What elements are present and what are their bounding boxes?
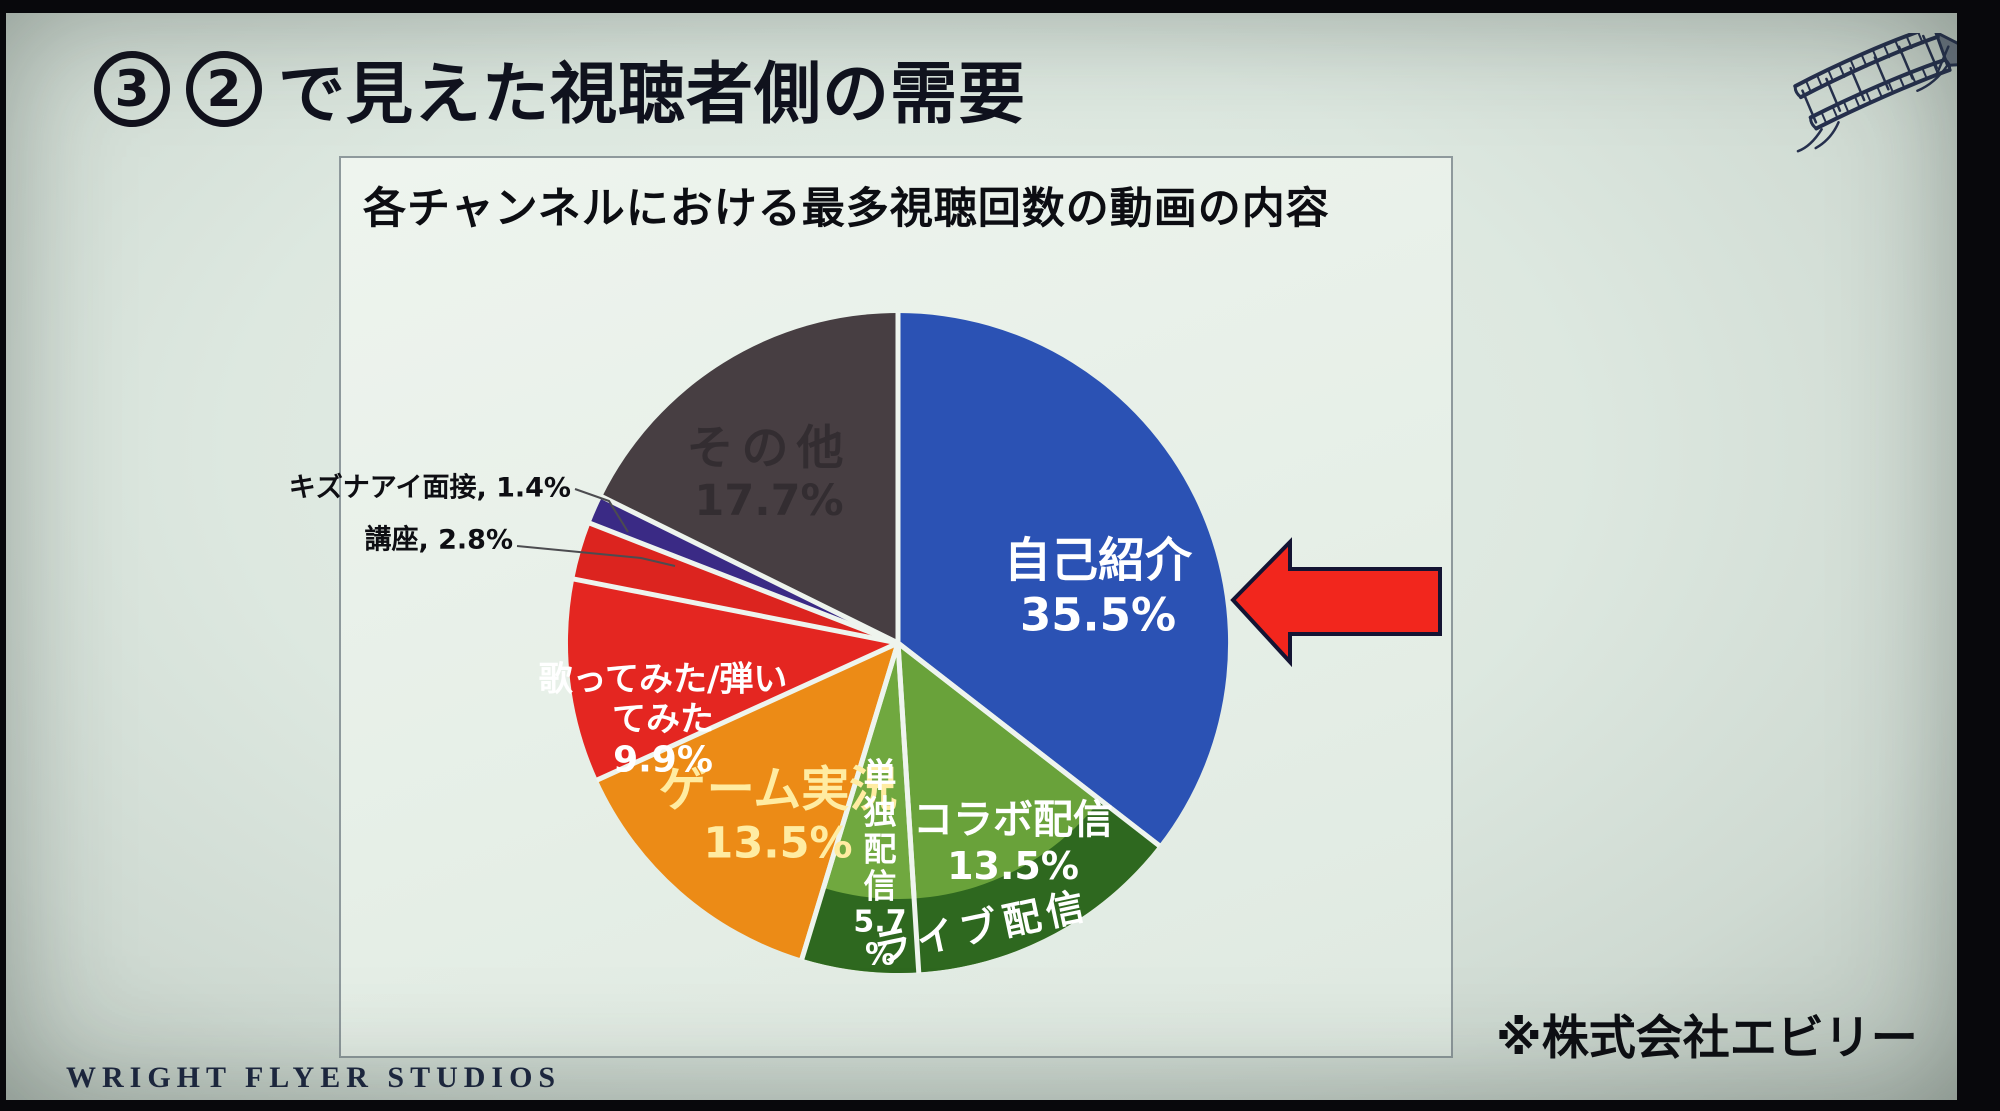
pie-label-line: 単: [863, 755, 897, 795]
circled-number-3-icon: 3: [94, 50, 170, 127]
pie-label-line: 信: [863, 866, 897, 906]
pie-label-line: 自己紹介: [1004, 533, 1192, 589]
photo-edge-left: [0, 0, 6, 1111]
pie-label-歌ってみた/弾いてみた: 歌ってみた/弾い てみた 9.9%: [539, 660, 788, 783]
pie-label-line: 13.5%: [947, 844, 1079, 889]
slide-title: 3 2 で見えた視聴者側の需要: [94, 40, 1026, 137]
photo-edge-bottom: [0, 1100, 2000, 1111]
pie-label-line: 35.5%: [1019, 589, 1177, 643]
callout-leader-line: [516, 545, 676, 567]
pie-label-line: てみた: [612, 699, 714, 740]
red-arrow-icon: [1230, 537, 1442, 668]
photo-edge-right: [1957, 0, 2000, 1111]
callout-label-講座: 講座, 2.8%: [364, 524, 513, 556]
pie-label-line: ゲーム実況: [658, 761, 898, 818]
pie-label-line: %: [864, 937, 896, 973]
pie-label-その他: その他 17.7%: [687, 421, 852, 527]
slice-separator: [799, 642, 901, 961]
pie-label-line: 独: [863, 792, 897, 832]
slice-separator: [896, 641, 1162, 848]
pie-slice-1: [898, 313, 1229, 846]
slice-separator: [895, 642, 922, 974]
pie-label-line: 歌ってみた/弾い: [538, 659, 788, 700]
photo-edge-top: [0, 0, 2000, 13]
footer-logo-text: WRIGHT FLYER STUDIOS: [66, 1061, 562, 1094]
pie-label-line: 5.7: [853, 904, 907, 940]
pie-label-ゲーム実況: ゲーム実況 13.5%: [659, 761, 898, 868]
callout-leader-line: [574, 488, 629, 533]
pie-slice-4: [597, 643, 898, 959]
pie-label-line: 配: [863, 829, 897, 869]
pie-chart: [516, 312, 1229, 974]
pie-label-line: コラボ配信: [913, 796, 1113, 843]
chart-title: 各チャンネルにおける最多視聴回数の動画の内容: [363, 184, 1330, 234]
slice-separator: [600, 494, 900, 646]
circled-number-2-icon: 2: [186, 50, 262, 127]
pie-slice-8: [602, 313, 898, 643]
source-note: ※株式会社エビリー: [1496, 1011, 1918, 1066]
callout-label-キズナアイ面接: キズナアイ面接, 1.4%: [288, 472, 571, 504]
pie-label-line: 9.9%: [613, 739, 713, 781]
pie-label-line: その他: [686, 420, 852, 476]
biplane-logo-icon: [1793, 33, 1973, 153]
slice-separator: [572, 576, 899, 646]
pie-label-line: 13.5%: [703, 817, 853, 868]
pie-label-自己紹介: 自己紹介 35.5%: [1004, 534, 1192, 643]
group-band-live-streaming: [802, 799, 1159, 973]
slide-surface: 3 2 で見えた視聴者側の需要: [6, 13, 1973, 1100]
pie-label-コラボ配信: コラボ配信 13.5%: [913, 797, 1113, 889]
slice-separator: [588, 520, 899, 646]
slide-title-text: で見えた視聴者側の需要: [278, 55, 1026, 133]
pie-label-line: 17.7%: [694, 476, 844, 527]
slice-separator: [595, 640, 900, 783]
pie-label-単独配信: 単独配信 5.7%: [853, 755, 907, 973]
